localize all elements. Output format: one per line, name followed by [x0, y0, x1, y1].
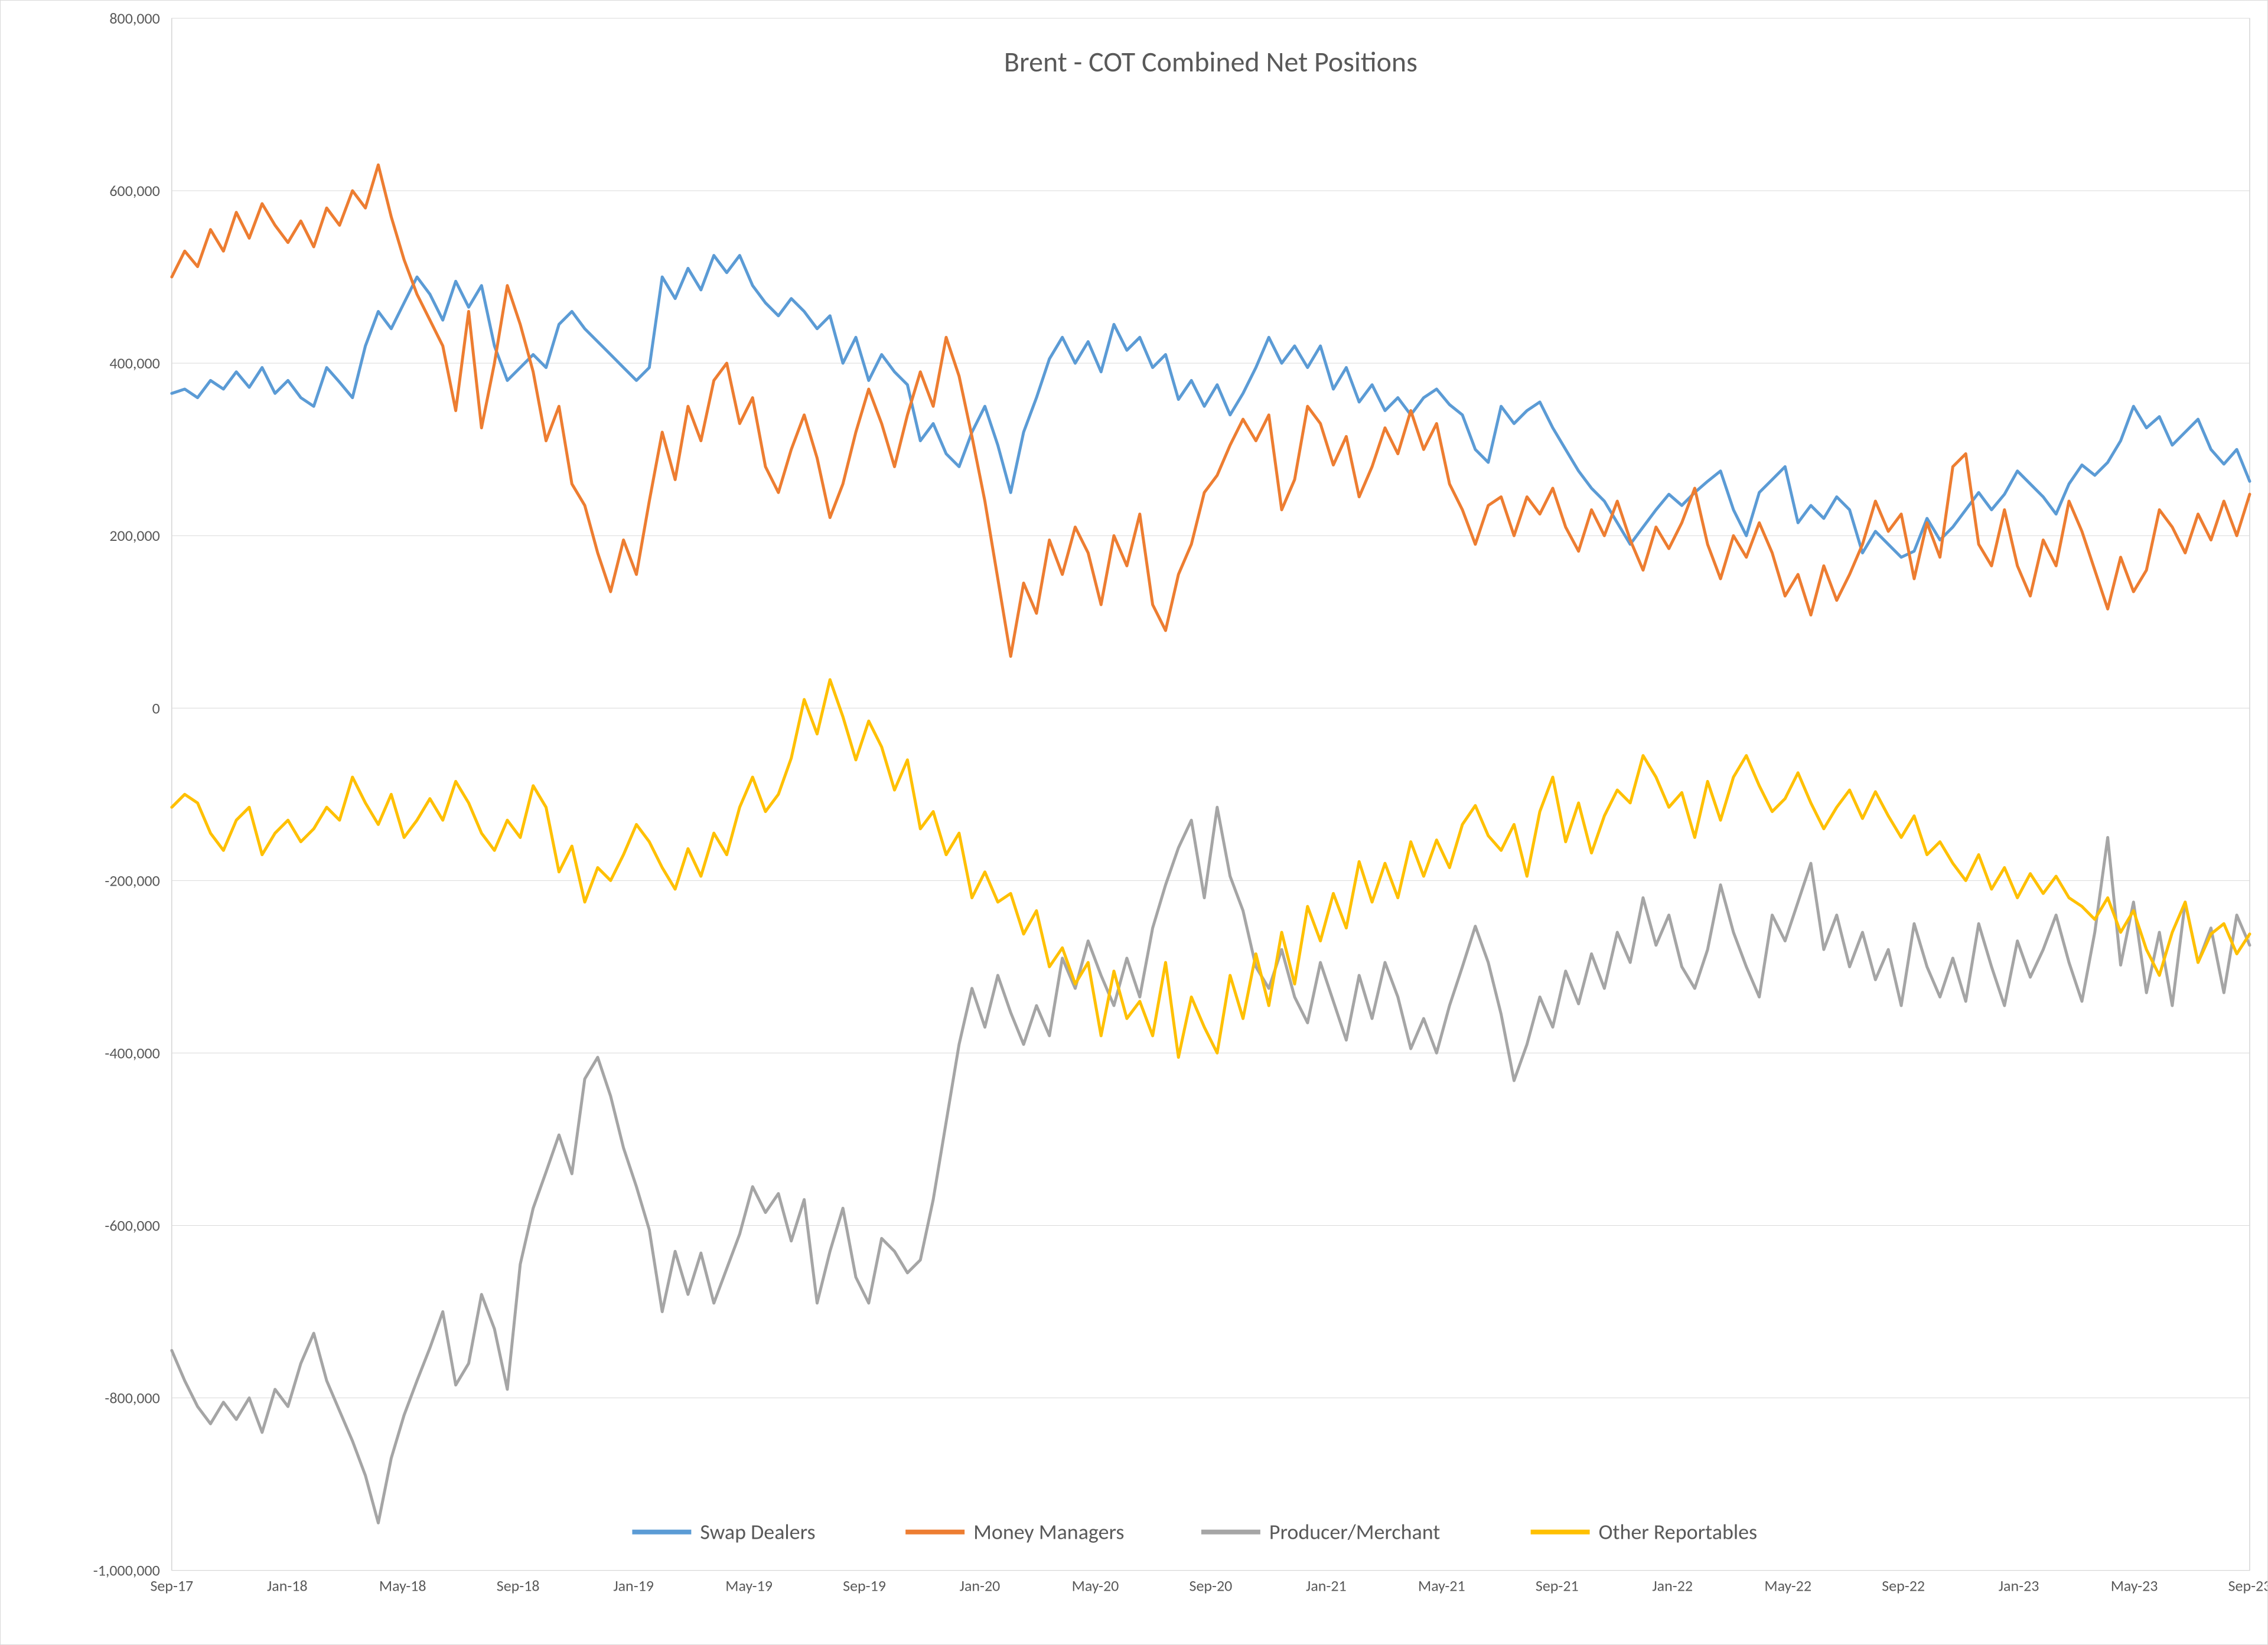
y-tick-label: 400,000 [109, 354, 159, 373]
x-tick-label: Jan-21 [1306, 1577, 1347, 1595]
y-tick-label: 800,000 [109, 9, 159, 28]
x-tick-label: May-19 [725, 1577, 773, 1595]
x-tick-label: Jan-18 [267, 1577, 308, 1595]
x-tick-label: Sep-21 [1536, 1577, 1579, 1595]
legend-label: Other Reportables [1599, 1519, 1757, 1545]
x-tick-label: May-23 [2111, 1577, 2158, 1595]
y-tick-label: 600,000 [109, 181, 159, 200]
series-money-managers [172, 165, 2250, 656]
y-tick-label: -800,000 [105, 1389, 159, 1408]
x-tick-label: Jan-23 [1999, 1577, 2039, 1595]
x-tick-label: Sep-22 [1882, 1577, 1925, 1595]
y-tick-label: 0 [152, 699, 160, 717]
x-tick-label: Sep-18 [497, 1577, 540, 1595]
x-tick-label: Jan-22 [1652, 1577, 1693, 1595]
chart-container: -1,000,000-800,000-600,000-400,000-200,0… [0, 0, 2268, 1645]
x-tick-label: May-22 [1764, 1577, 1811, 1595]
legend-label: Money Managers [973, 1519, 1124, 1545]
x-tick-label: May-21 [1418, 1577, 1465, 1595]
legend-label: Producer/Merchant [1269, 1519, 1440, 1545]
x-tick-label: Jan-20 [960, 1577, 1001, 1595]
chart-title: Brent - COT Combined Net Positions [1004, 44, 1418, 79]
series-other-reportables [172, 680, 2250, 1058]
x-tick-label: Sep-19 [843, 1577, 886, 1595]
line-chart: -1,000,000-800,000-600,000-400,000-200,0… [1, 1, 2267, 1645]
series-producer-merchant [172, 807, 2250, 1523]
x-tick-label: Sep-20 [1190, 1577, 1233, 1595]
x-tick-label: Sep-23 [2228, 1577, 2267, 1595]
y-tick-label: 200,000 [109, 526, 159, 545]
y-tick-label: -400,000 [105, 1043, 159, 1062]
series-swap-dealers [172, 256, 2250, 557]
legend-label: Swap Dealers [700, 1519, 815, 1545]
x-tick-label: Sep-17 [150, 1577, 193, 1595]
x-tick-label: May-18 [379, 1577, 426, 1595]
x-tick-label: May-20 [1072, 1577, 1119, 1595]
y-tick-label: -200,000 [105, 871, 159, 890]
x-tick-label: Jan-19 [613, 1577, 654, 1595]
y-tick-label: -600,000 [105, 1216, 159, 1235]
